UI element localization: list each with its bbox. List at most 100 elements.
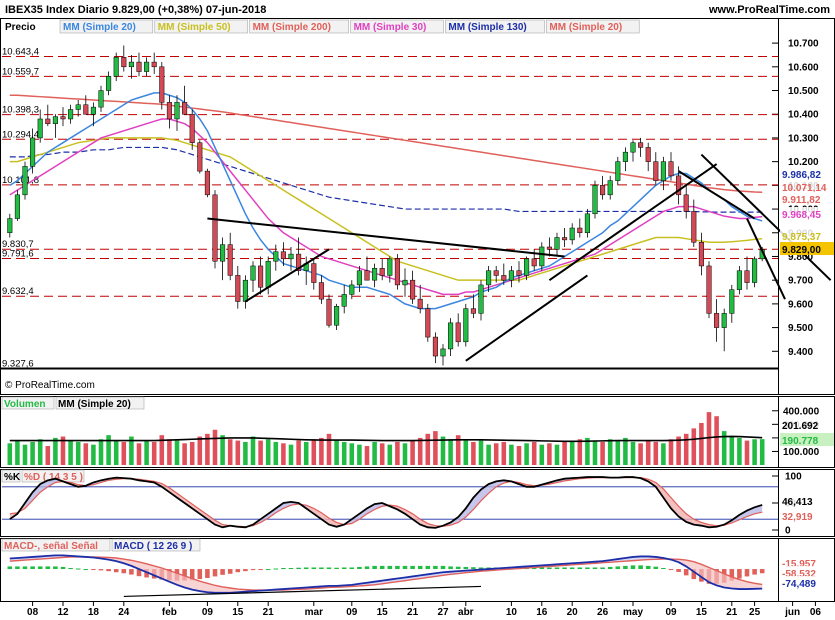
volume-bar (668, 439, 674, 465)
volume-bar (744, 440, 750, 465)
stoch-k-legend: %K (4, 472, 21, 483)
volume-value-label: 190.778 (782, 436, 819, 447)
macd-histogram-bar (440, 565, 446, 570)
volume-bar (433, 431, 438, 465)
macd-fill (161, 568, 170, 582)
macd-histogram-bar (759, 569, 765, 574)
macd-histogram-bar (531, 567, 537, 570)
price-y-tick-label: 9.500 (788, 323, 813, 334)
volume-bar (539, 444, 545, 465)
candle-body (83, 104, 89, 115)
volume-bar (425, 433, 431, 465)
macd-histogram-bar (288, 568, 294, 570)
candle-body (311, 263, 317, 283)
volume-bar (129, 436, 134, 465)
price-y-tick-label: 10.400 (788, 110, 819, 121)
macd-histogram-bar (197, 569, 203, 580)
legend-entry-0: MM (Simple 20) (63, 22, 136, 33)
legend-entry-4: MM (Simple 130) (448, 22, 526, 33)
x-tick-label: 27 (437, 607, 449, 618)
candle-body (584, 213, 590, 234)
volume-bar (448, 439, 453, 465)
price-value-label-bg (780, 229, 834, 242)
macd-fill (716, 570, 725, 588)
volume-bar (387, 444, 393, 465)
candle-body (676, 175, 682, 196)
volume-bar (653, 441, 659, 465)
volume-bar (471, 441, 476, 465)
price-y-tick-label: 10.300 (788, 133, 819, 144)
macd-line (9, 554, 763, 594)
volume-bar (311, 439, 317, 465)
volume-bar (281, 443, 286, 465)
macd-histogram-bar (577, 567, 583, 570)
candle-body (569, 227, 575, 241)
macd-value-label-bg (780, 556, 834, 569)
macd-histogram-bar (106, 569, 111, 572)
candle-body (493, 270, 499, 276)
volume-bar (151, 441, 157, 465)
stoch-fill (465, 497, 474, 518)
volume-legend-entry: MM (Simple 20) (58, 399, 131, 410)
volume-bar (752, 439, 757, 465)
macd-histogram-bar (683, 569, 689, 576)
volume-legend-box (55, 396, 145, 410)
macd-histogram-bar (402, 565, 408, 570)
macd-histogram-bar (607, 566, 613, 570)
macd-fill (709, 567, 717, 586)
price-panel[interactable]: Precio MM (Simple 20) MM (Simple 50) MM (Si… (0, 19, 834, 370)
macd-histogram-bar (296, 567, 301, 570)
candle-body (296, 253, 302, 271)
volume-bar (7, 443, 13, 465)
volume-bar (585, 437, 590, 465)
volume-bar (714, 416, 719, 465)
level-label: 10.398,3 (2, 105, 39, 116)
volume-bar (676, 436, 681, 465)
volume-bar (303, 441, 309, 465)
macd-histogram-bar (303, 567, 309, 570)
candle-body (562, 237, 568, 241)
website-link[interactable]: www.ProRealTime.com (708, 4, 830, 16)
candle-body (273, 251, 279, 262)
stoch-fill (663, 488, 671, 509)
volume-bar (189, 441, 195, 465)
macd-histogram-bar (189, 569, 195, 581)
volume-bar (98, 439, 104, 465)
candle-body (402, 279, 408, 286)
volume-bar (699, 422, 704, 465)
level-label: 9.327,6 (2, 358, 34, 369)
trendline (465, 274, 588, 362)
macd-histogram-bar (410, 565, 415, 570)
candle-body (318, 282, 324, 300)
macd-histogram-bar (129, 569, 134, 575)
trendline (548, 163, 718, 281)
candle-body (121, 57, 127, 68)
stoch-value-label: 46,413 (782, 497, 813, 508)
volume-bar (607, 439, 613, 465)
candle-body (250, 265, 256, 281)
volume-bar (182, 443, 187, 465)
stoch-k-line (9, 476, 763, 529)
volume-bar (372, 441, 377, 465)
x-tick-label: 12 (57, 607, 69, 618)
legend-box-3 (350, 19, 444, 34)
stoch-value-label-bg (780, 509, 834, 522)
stoch-fill (739, 510, 747, 520)
macd-histogram-bar (661, 568, 666, 570)
trendline (700, 153, 832, 281)
volume-label-box (1, 396, 55, 410)
volume-bar (205, 433, 210, 465)
x-axis: 08 12 18 24 feb 09 15 21 mar 09 15 21 27 abr 10 16 20 26 m… (27, 601, 821, 618)
macd-histogram-bar (668, 569, 674, 571)
macd-trendline (123, 585, 482, 598)
macd-panel[interactable]: MACD-, señal Señal MACD ( 12 26 9 ) -15,95… (1, 538, 834, 598)
candle-body (645, 147, 651, 162)
sma50-line (9, 137, 763, 281)
stoch-value-label-bg (780, 494, 834, 507)
macd-histogram-bar (585, 567, 590, 570)
macd-fill (207, 583, 215, 593)
level-label: 10.643,4 (2, 47, 39, 58)
copyright-text: © ProRealTime.com (5, 380, 95, 391)
